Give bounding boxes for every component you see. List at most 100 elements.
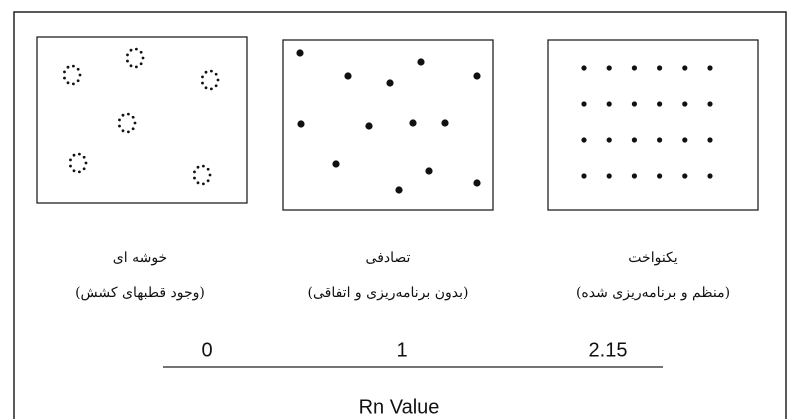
uniform-dot: [682, 173, 688, 179]
cluster-dot: [77, 152, 81, 156]
cluster-dot: [126, 130, 130, 134]
cluster-dot: [69, 158, 72, 162]
cluster-dot: [201, 164, 205, 168]
random-dot: [441, 119, 449, 127]
uniform-dot: [657, 137, 663, 143]
cluster-dot: [121, 113, 125, 117]
cluster-dot: [193, 176, 196, 180]
pattern-sublabel: (منظم و برنامه‌ریزی شده): [576, 285, 730, 301]
cluster-dot: [63, 70, 66, 74]
cluster-dot: [206, 167, 210, 171]
random-dot: [297, 120, 305, 128]
cluster-dot: [121, 129, 125, 133]
rn-value: 2.15: [589, 339, 628, 361]
uniform-dot: [657, 65, 663, 71]
axis-title: Rn Value: [359, 396, 440, 418]
cluster-dot: [209, 69, 213, 73]
uniform-dot: [707, 173, 713, 179]
cluster-dot: [76, 67, 80, 71]
uniform-dot: [631, 173, 638, 179]
random-dot: [365, 122, 373, 130]
random-dot: [395, 186, 403, 194]
random-dot: [332, 160, 340, 168]
cluster-dot: [77, 170, 81, 174]
cluster-dot: [131, 127, 135, 131]
uniform-dot: [707, 101, 713, 107]
uniform-dot: [581, 65, 587, 71]
cluster-dot: [78, 73, 82, 77]
random-dot: [417, 58, 425, 66]
cluster-dot: [118, 118, 121, 122]
cluster-dot: [129, 48, 133, 52]
uniform-dot: [657, 101, 663, 107]
uniform-dot: [682, 137, 688, 143]
uniform-dot: [682, 101, 688, 107]
uniform-dot: [707, 137, 713, 143]
cluster-dot: [214, 72, 218, 76]
random-dot: [296, 49, 304, 57]
random-dot: [386, 79, 394, 87]
cluster-dot: [139, 50, 143, 54]
uniform-dot: [581, 137, 587, 143]
random-panel: [282, 39, 494, 211]
pattern-label: خوشه ای: [113, 250, 167, 266]
cluster-dot: [82, 167, 86, 171]
pattern-sublabel: (وجود قطبهای کشش): [75, 285, 205, 301]
random-dot: [473, 179, 481, 187]
cluster-dot: [214, 84, 218, 88]
uniform-dot: [631, 101, 638, 107]
cluster-dot: [131, 115, 135, 119]
pattern-sublabel: (بدون برنامه‌ریزی و اتفاقی): [308, 285, 469, 301]
cluster-dot: [134, 65, 138, 69]
cluster-dot: [126, 59, 129, 63]
uniform-dot: [657, 173, 663, 179]
rn-value: 0: [201, 339, 212, 361]
uniform-dot: [581, 101, 587, 107]
cluster-dot: [72, 153, 76, 157]
random-dot: [409, 119, 417, 127]
uniform-dot: [581, 173, 587, 179]
uniform-dot: [631, 65, 638, 71]
cluster-dot: [134, 47, 138, 51]
cluster-dot: [209, 87, 213, 91]
uniform-panel: [547, 39, 759, 211]
cluster-dot: [133, 121, 137, 125]
cluster-dot: [118, 124, 121, 128]
cluster-dot: [72, 169, 76, 173]
uniform-dot: [682, 65, 688, 71]
cluster-dot: [82, 155, 86, 159]
dots: [63, 47, 713, 194]
random-dot: [425, 167, 433, 175]
cluster-dot: [196, 181, 200, 185]
pattern-label: یکنواخت: [628, 250, 677, 266]
pattern-label: تصادفی: [366, 250, 411, 266]
cluster-dot: [71, 82, 75, 86]
cluster-dot: [201, 182, 205, 186]
cluster-dot: [139, 62, 143, 66]
uniform-dot: [606, 137, 612, 143]
random-dot: [344, 72, 352, 80]
uniform-dot: [707, 65, 713, 71]
cluster-dot: [66, 81, 70, 85]
cluster-dot: [129, 64, 133, 68]
uniform-dot: [631, 137, 638, 143]
uniform-dot: [606, 173, 612, 179]
uniform-dot: [606, 101, 612, 107]
cluster-dot: [216, 78, 220, 82]
cluster-dot: [201, 81, 204, 85]
cluster-dot: [63, 76, 66, 80]
cluster-dot: [196, 165, 200, 169]
cluster-dot: [204, 70, 208, 74]
random-dot: [473, 72, 481, 80]
cluster-dot: [204, 86, 208, 90]
cluster-dot: [141, 56, 145, 60]
clustered-panel: [36, 36, 248, 204]
rn-value: 1: [396, 339, 407, 361]
cluster-dot: [71, 64, 75, 68]
cluster-dot: [69, 164, 72, 168]
cluster-dot: [126, 53, 129, 57]
cluster-dot: [206, 179, 210, 183]
cluster-dot: [193, 170, 196, 174]
outer-frame: [13, 11, 787, 419]
